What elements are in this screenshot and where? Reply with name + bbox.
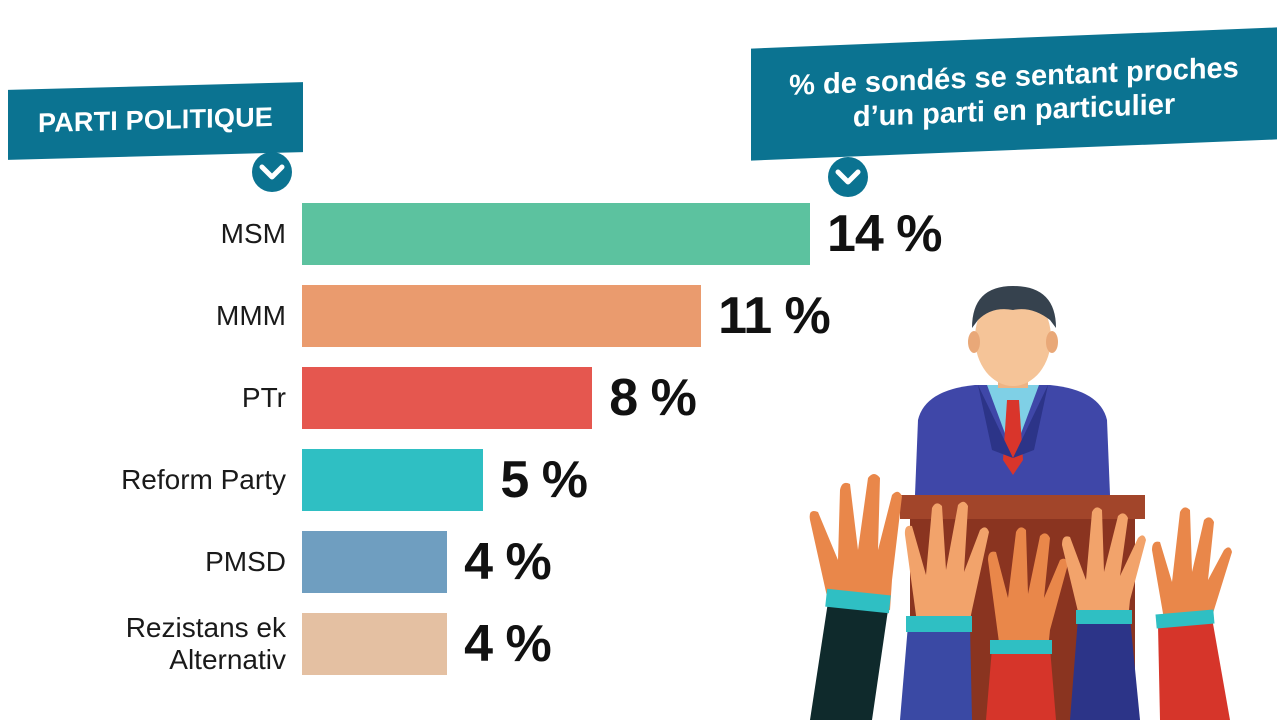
- category-label: PTr: [26, 382, 286, 414]
- bar: [302, 613, 448, 675]
- category-label-line: PMSD: [205, 546, 286, 577]
- category-label-line: PTr: [241, 382, 286, 413]
- category-label: Reform Party: [26, 464, 286, 496]
- data-label: 4 %: [464, 615, 552, 673]
- raised-arms: [810, 588, 1230, 720]
- data-label: 14 %: [827, 205, 943, 263]
- category-label: PMSD: [26, 546, 286, 578]
- chart-title-banner: % de sondés se sentant proches d’un part…: [751, 27, 1277, 161]
- category-label: MMM: [26, 300, 286, 332]
- politician-podium-illustration: [809, 286, 1232, 720]
- data-label: 8 %: [609, 369, 697, 427]
- category-axis-title-text: PARTI POLITIQUE: [37, 101, 273, 139]
- speaker-head: [975, 290, 1051, 386]
- raised-hands: [809, 474, 1232, 650]
- chevron-down-icon: [252, 152, 292, 192]
- category-axis-title: PARTI POLITIQUE: [8, 82, 303, 160]
- bar: [302, 203, 810, 265]
- category-label: Rezistans ek Alternativ: [26, 612, 286, 676]
- bar: [302, 449, 484, 511]
- category-label-line: Alternativ: [169, 644, 286, 675]
- category-label-line: Rezistans ek: [125, 612, 286, 643]
- data-label: 4 %: [464, 533, 552, 591]
- data-label: 11 %: [718, 287, 831, 345]
- data-label: 5 %: [500, 451, 588, 509]
- category-label-line: MMM: [216, 300, 286, 331]
- chevron-down-icon: [828, 157, 868, 197]
- bar: [302, 531, 448, 593]
- category-label: MSM: [26, 218, 286, 250]
- category-label-line: MSM: [220, 218, 286, 249]
- bar: [302, 367, 593, 429]
- speaker-hair: [972, 286, 1056, 328]
- category-label-line: Reform Party: [121, 464, 286, 495]
- bar: [302, 285, 702, 347]
